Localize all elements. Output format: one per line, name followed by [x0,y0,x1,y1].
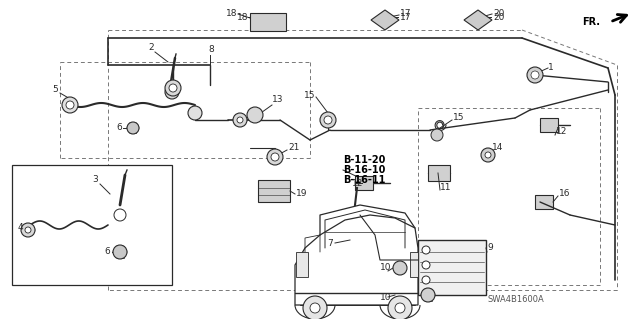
Text: B-16-10: B-16-10 [343,165,385,175]
Text: 10: 10 [380,263,392,272]
Circle shape [388,296,412,319]
Bar [535,195,553,209]
Circle shape [114,209,126,221]
Circle shape [267,149,283,165]
Text: 20: 20 [493,12,504,21]
Circle shape [233,113,247,127]
Text: 6: 6 [104,248,110,256]
Circle shape [395,303,405,313]
Circle shape [25,227,31,233]
Text: 18: 18 [237,12,248,21]
Circle shape [271,153,279,161]
Text: 16: 16 [559,189,570,197]
Circle shape [531,71,539,79]
Circle shape [247,107,263,123]
Ellipse shape [110,203,130,227]
Circle shape [237,117,243,123]
Text: 17: 17 [400,10,412,19]
Circle shape [165,85,179,99]
Text: 9: 9 [487,243,493,253]
Bar [12,165,172,285]
Polygon shape [464,10,492,30]
Text: 5: 5 [52,85,58,94]
Circle shape [393,261,407,275]
Text: 12: 12 [351,179,363,188]
Circle shape [422,246,430,254]
Text: 21: 21 [288,144,300,152]
Circle shape [422,261,430,269]
Circle shape [303,296,327,319]
Text: 7: 7 [327,239,333,248]
Text: 13: 13 [272,95,284,105]
Circle shape [431,129,443,141]
Circle shape [66,101,74,109]
Text: 1: 1 [548,63,554,72]
Polygon shape [371,10,399,30]
Text: 10: 10 [380,293,392,301]
Text: 3: 3 [92,175,98,184]
Text: 17: 17 [400,12,412,21]
Circle shape [324,116,332,124]
Text: 11: 11 [440,182,451,191]
Circle shape [481,148,495,162]
Text: 12: 12 [556,128,568,137]
Text: 19: 19 [296,189,307,197]
Text: 2: 2 [148,43,154,53]
Polygon shape [250,13,286,31]
Text: B-16-11: B-16-11 [343,175,385,185]
Bar [355,176,373,190]
Text: 15: 15 [303,91,315,100]
Circle shape [62,97,78,113]
Circle shape [113,245,127,259]
Text: 15: 15 [453,114,465,122]
Circle shape [320,112,336,128]
Text: 20: 20 [493,10,504,19]
Circle shape [165,80,181,96]
Text: B-11-20: B-11-20 [343,155,385,165]
Circle shape [188,106,202,120]
Circle shape [421,288,435,302]
Circle shape [21,223,35,237]
Bar [428,165,450,181]
Text: 4: 4 [18,224,24,233]
Text: 18: 18 [225,10,237,19]
Circle shape [169,84,177,92]
Circle shape [310,303,320,313]
Bar [540,118,558,132]
Text: SWA4B1600A: SWA4B1600A [488,295,545,305]
Text: FR.: FR. [582,17,600,27]
Bar [410,252,418,277]
Bar [296,252,308,277]
Bar [418,240,486,295]
Text: 8: 8 [208,46,214,55]
Circle shape [127,122,139,134]
Circle shape [485,152,491,158]
Text: 14: 14 [492,144,504,152]
Text: 6: 6 [116,123,122,132]
Bar [258,180,290,202]
Circle shape [527,67,543,83]
Polygon shape [295,215,418,305]
Circle shape [422,276,430,284]
